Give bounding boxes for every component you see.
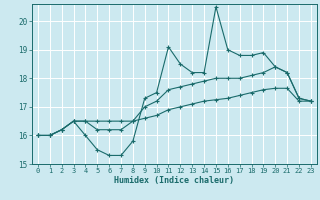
X-axis label: Humidex (Indice chaleur): Humidex (Indice chaleur) <box>115 176 234 185</box>
